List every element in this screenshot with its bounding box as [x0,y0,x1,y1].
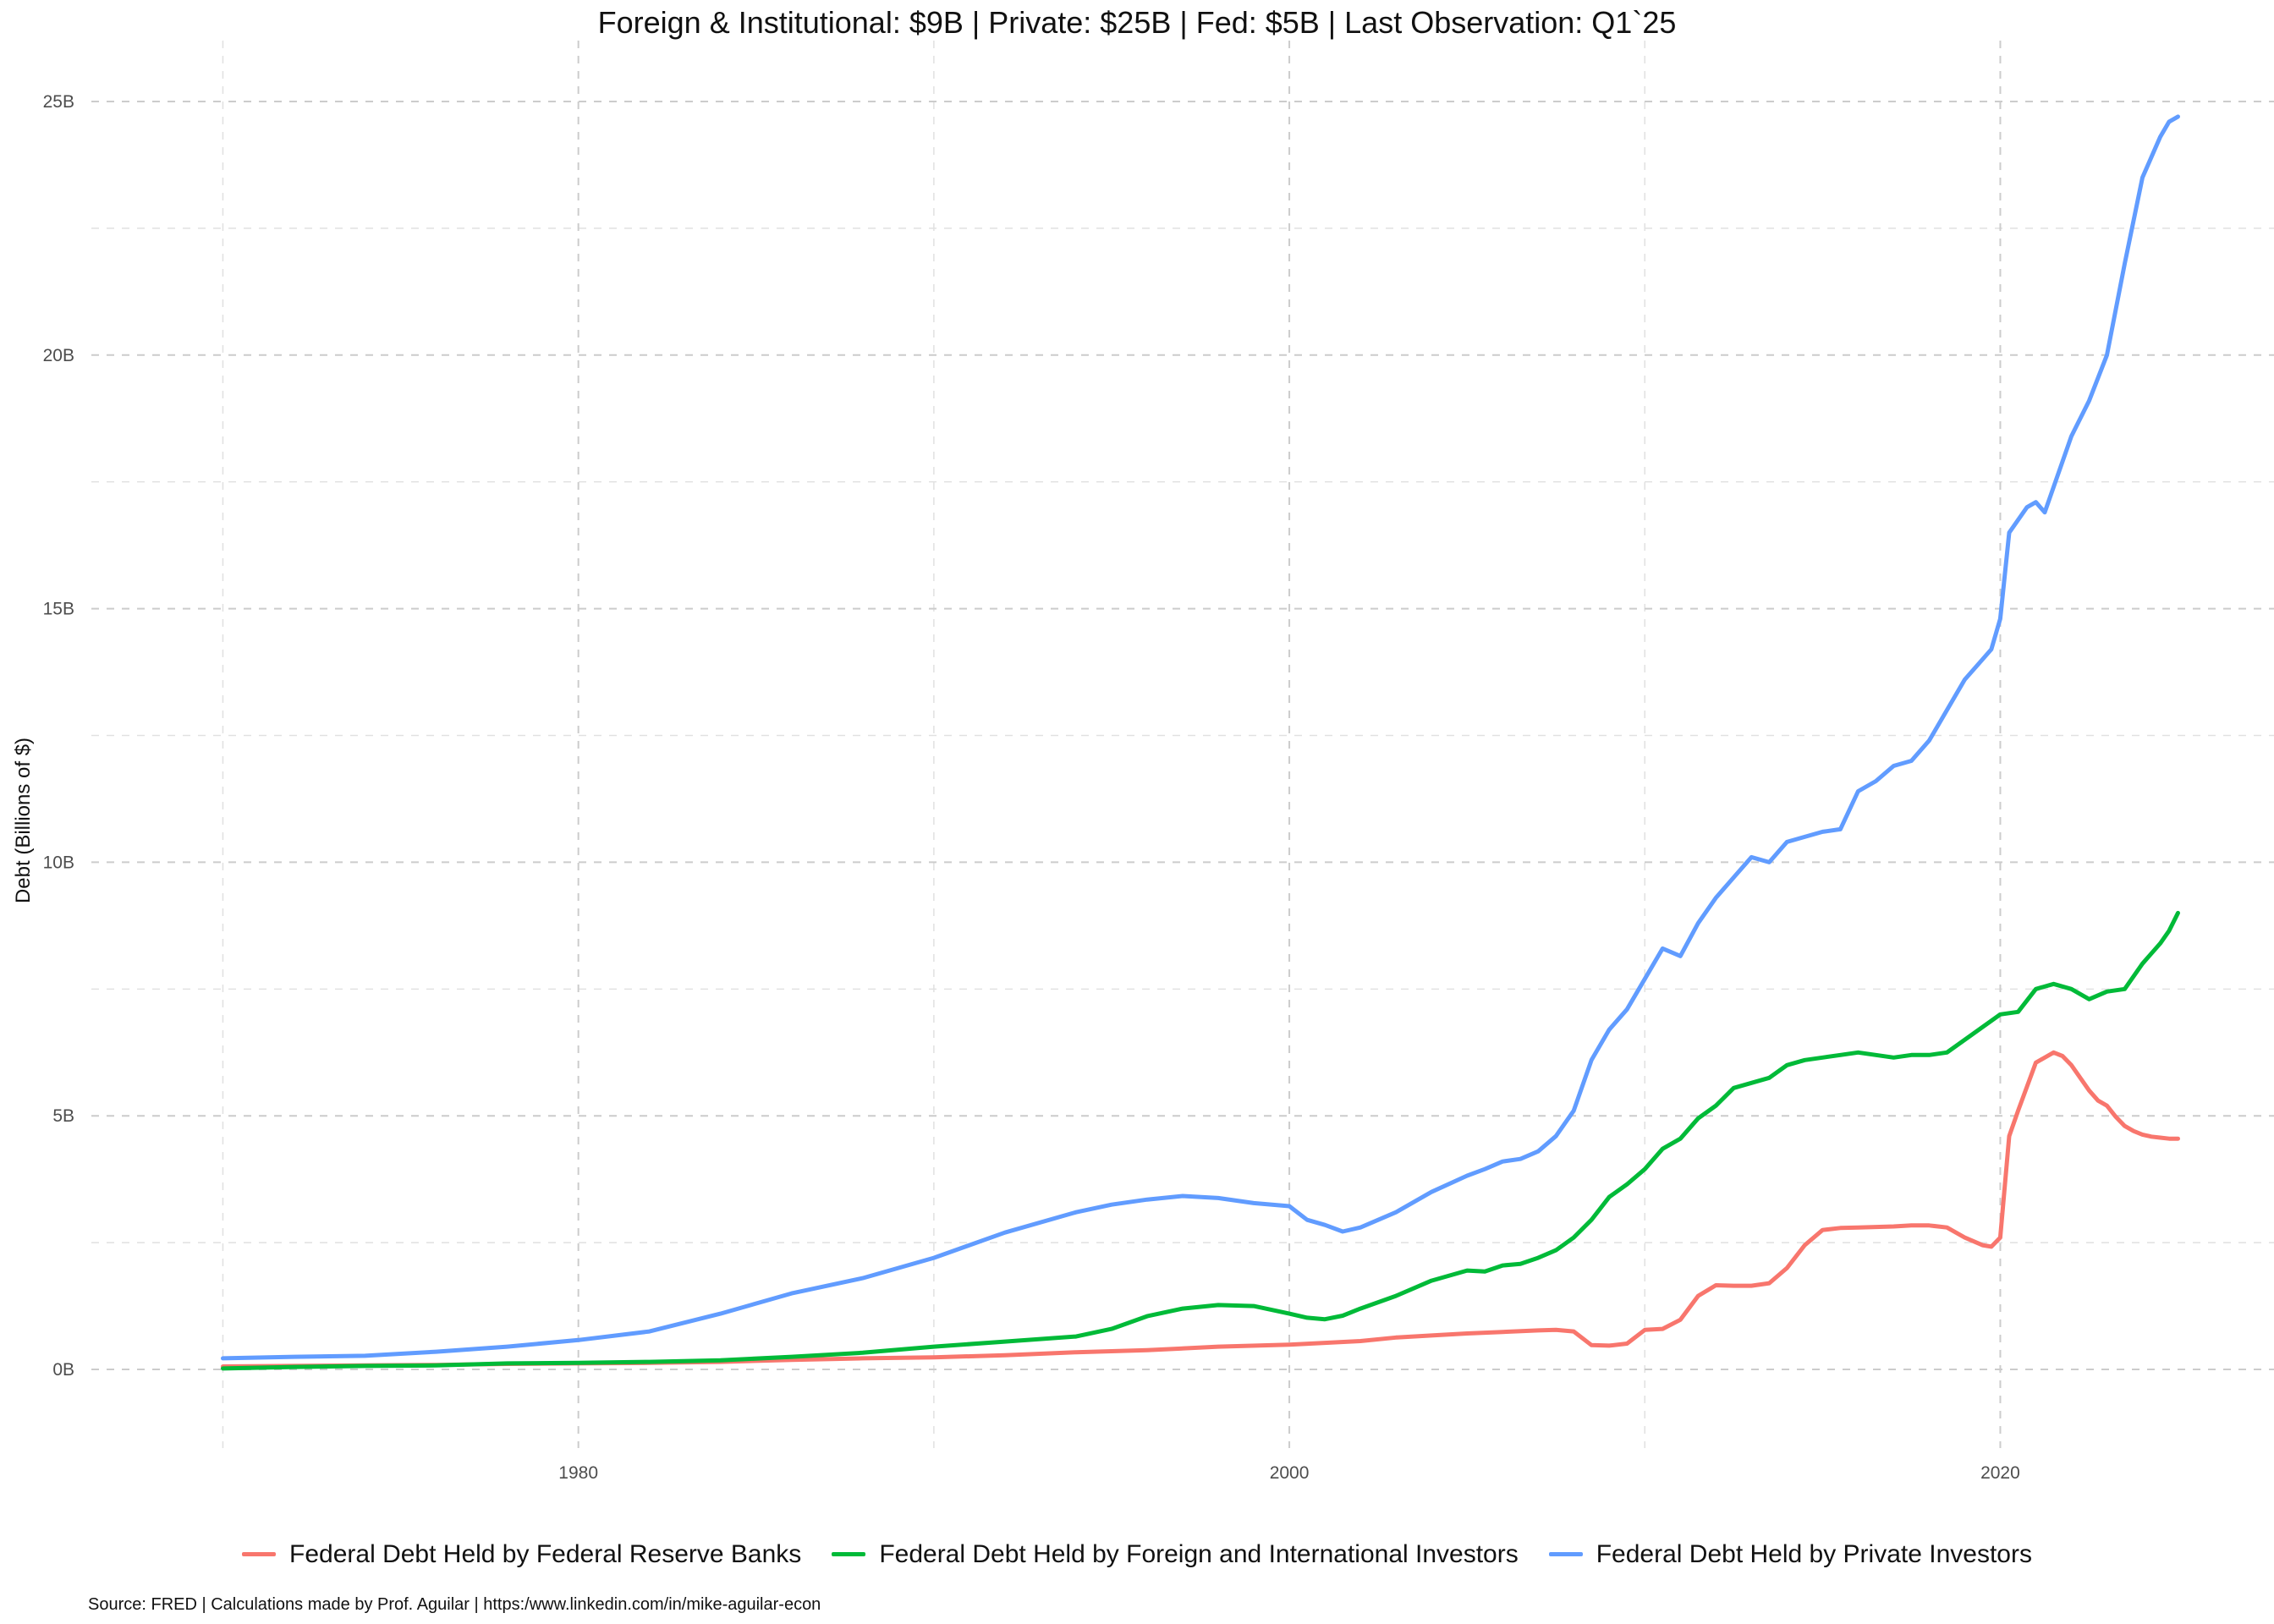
x-tick-label: 2020 [1980,1463,2020,1483]
series-line-2 [221,910,2180,1371]
y-tick-label: 0B [52,1360,74,1380]
chart-title: Foreign & Institutional: $9B | Private: … [597,5,1677,40]
y-tick-label: 25B [43,92,74,112]
legend-item-1: Federal Debt Held by Federal Reserve Ban… [242,1540,801,1569]
legend-key [1548,1552,1583,1556]
y-axis-label: Debt (Billions of $) [12,737,35,904]
series-lines [221,114,2180,1371]
legend-label: Federal Debt Held by Federal Reserve Ban… [289,1539,802,1568]
source-caption: Source: FRED | Calculations made by Prof… [88,1595,821,1614]
legend-label: Federal Debt Held by Private Investors [1596,1539,2032,1568]
series-line-1 [221,1050,2180,1369]
legend-key [832,1552,866,1556]
legend-key [242,1552,277,1556]
x-tick-label: 2000 [1270,1463,1310,1483]
x-axis-tick-labels: 1980 2000 2020 [558,1463,2020,1483]
y-axis-tick-labels: 0B 5B 10B 15B 20B 25B [43,92,74,1380]
legend-label: Federal Debt Held by Foreign and Interna… [879,1539,1519,1568]
y-tick-label: 10B [43,853,74,872]
series-line-3 [221,114,2180,1361]
legend: Federal Debt Held by Federal Reserve Ban… [0,1534,2274,1569]
legend-item-2: Federal Debt Held by Foreign and Interna… [832,1539,1519,1569]
y-tick-label: 20B [43,346,74,365]
y-tick-label: 5B [52,1106,74,1126]
major-gridlines [91,41,2274,1448]
minor-gridlines [91,41,2274,1448]
y-tick-label: 15B [43,600,74,619]
x-tick-label: 1980 [558,1463,598,1483]
legend-item-3: Federal Debt Held by Private Investors [1548,1539,2032,1569]
